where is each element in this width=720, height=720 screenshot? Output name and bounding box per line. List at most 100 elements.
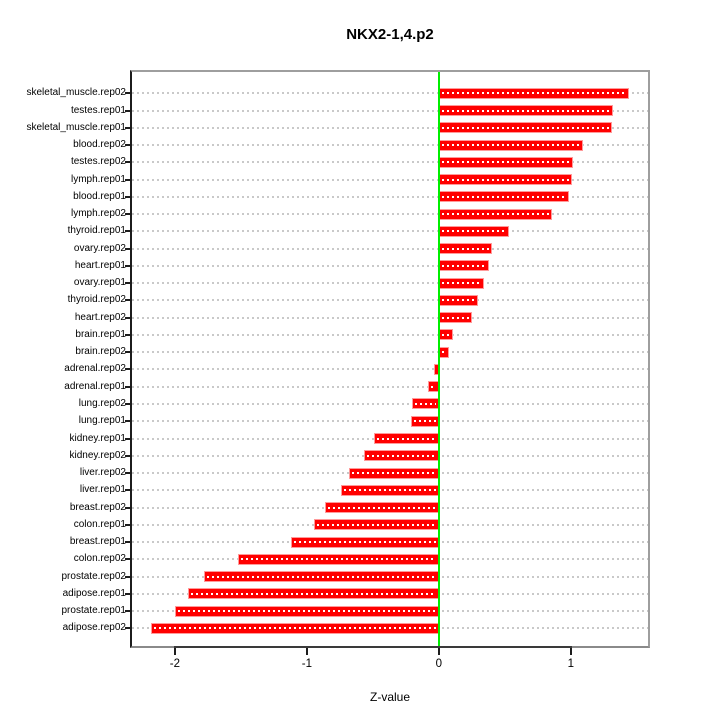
x-tick	[437, 648, 440, 655]
y-tick-label: adipose.rep01	[62, 587, 126, 599]
bar-liver.rep02	[349, 467, 439, 479]
bar-skeletal_muscle.rep02	[438, 87, 629, 99]
grid-line	[132, 247, 648, 250]
y-tick-label: colon.rep02	[73, 553, 126, 565]
y-tick	[125, 506, 132, 509]
y-tick-label: brain.rep02	[75, 346, 126, 358]
grid-line	[132, 178, 648, 181]
x-axis-line	[173, 646, 572, 648]
bar-ovary.rep02	[438, 243, 492, 255]
y-tick-label: blood.rep02	[73, 139, 126, 151]
y-tick	[125, 126, 132, 129]
x-tick	[305, 648, 308, 655]
y-tick-label: lung.rep01	[78, 415, 126, 427]
bar-breast.rep01	[291, 536, 439, 548]
bar-prostate.rep01	[174, 605, 439, 617]
y-tick-label: breast.rep01	[69, 536, 126, 547]
y-tick	[125, 610, 132, 612]
y-tick	[125, 592, 132, 595]
bar-blood.rep02	[438, 139, 583, 151]
y-tick-label: ovary.rep02	[73, 242, 126, 254]
bar-heart.rep01	[438, 260, 489, 272]
x-tick-label: 1	[567, 658, 574, 670]
y-tick-label: brain.rep01	[75, 328, 126, 340]
y-tick-label: testes.rep02	[70, 156, 126, 168]
grid-line	[132, 351, 648, 354]
bar-lymph.rep02	[438, 208, 553, 220]
y-tick	[125, 247, 132, 250]
y-tick-label: thyroid.rep01	[67, 225, 126, 237]
y-tick-label: blood.rep01	[73, 190, 126, 202]
grid-line	[132, 282, 648, 285]
grid-line	[132, 126, 648, 129]
bar-testes.rep02	[438, 156, 574, 168]
bar-blood.rep01	[438, 191, 570, 203]
y-tick-label: adrenal.rep02	[64, 363, 126, 375]
y-tick-label: testes.rep01	[70, 104, 126, 116]
y-tick	[125, 402, 132, 405]
y-tick-label: kidney.rep02	[69, 449, 126, 461]
y-tick	[125, 351, 132, 354]
grid-line	[132, 213, 648, 216]
y-tick-label: kidney.rep01	[69, 432, 126, 444]
y-tick	[125, 109, 132, 112]
y-tick-label: breast.rep02	[69, 501, 126, 513]
plot-area	[132, 72, 648, 646]
y-tick	[125, 523, 132, 526]
bar-heart.rep02	[438, 312, 472, 324]
bar-breast.rep02	[325, 502, 439, 513]
y-tick-label: lymph.rep02	[70, 208, 126, 220]
y-tick	[125, 437, 132, 440]
y-tick	[125, 385, 132, 388]
y-tick-label: lung.rep02	[78, 397, 126, 409]
grid-line	[132, 195, 648, 198]
bar-ovary.rep01	[438, 277, 484, 289]
x-tick-label: -1	[301, 658, 313, 670]
bar-kidney.rep01	[374, 433, 439, 444]
y-tick-label: heart.rep02	[74, 311, 126, 323]
grid-line	[132, 109, 648, 112]
y-tick	[125, 282, 132, 285]
y-tick	[125, 161, 132, 164]
y-tick-label: skeletal_muscle.rep02	[26, 87, 127, 99]
y-tick-label: lymph.rep01	[70, 173, 126, 185]
grid-line	[132, 333, 648, 336]
bar-adipose.rep02	[151, 622, 439, 634]
x-tick-label: 0	[435, 658, 442, 670]
y-tick	[125, 299, 132, 302]
y-tick-label: adipose.rep02	[62, 622, 126, 634]
y-tick	[125, 368, 132, 371]
y-tick	[125, 316, 132, 319]
bar-colon.rep02	[238, 553, 439, 565]
bar-lung.rep01	[411, 415, 439, 427]
bar-adipose.rep01	[188, 588, 439, 600]
y-tick-label: adrenal.rep01	[64, 380, 126, 392]
grid-line	[132, 161, 648, 164]
grid-line	[132, 299, 648, 302]
grid-line	[132, 385, 648, 388]
y-tick	[125, 558, 132, 561]
y-tick	[125, 575, 132, 578]
bar-testes.rep01	[438, 105, 613, 117]
grid-line	[132, 264, 648, 267]
y-tick	[125, 195, 132, 198]
y-tick-label: liver.rep02	[79, 467, 126, 478]
y-tick-label: prostate.rep01	[61, 605, 127, 616]
bar-thyroid.rep02	[438, 294, 479, 306]
y-tick-label: liver.rep01	[79, 484, 126, 496]
x-tick	[569, 648, 572, 655]
x-tick	[173, 648, 176, 655]
y-tick-label: heart.rep01	[74, 259, 126, 271]
y-tick	[125, 213, 132, 216]
y-tick	[125, 489, 132, 492]
y-tick	[125, 472, 132, 474]
y-tick	[125, 454, 132, 457]
y-tick-label: ovary.rep01	[73, 277, 126, 289]
bar-skeletal_muscle.rep01	[438, 122, 612, 134]
bar-lymph.rep01	[438, 174, 573, 186]
y-tick-label: skeletal_muscle.rep01	[26, 121, 127, 133]
y-tick-label: prostate.rep02	[61, 570, 127, 582]
y-tick	[125, 230, 132, 233]
zero-line	[437, 72, 440, 646]
